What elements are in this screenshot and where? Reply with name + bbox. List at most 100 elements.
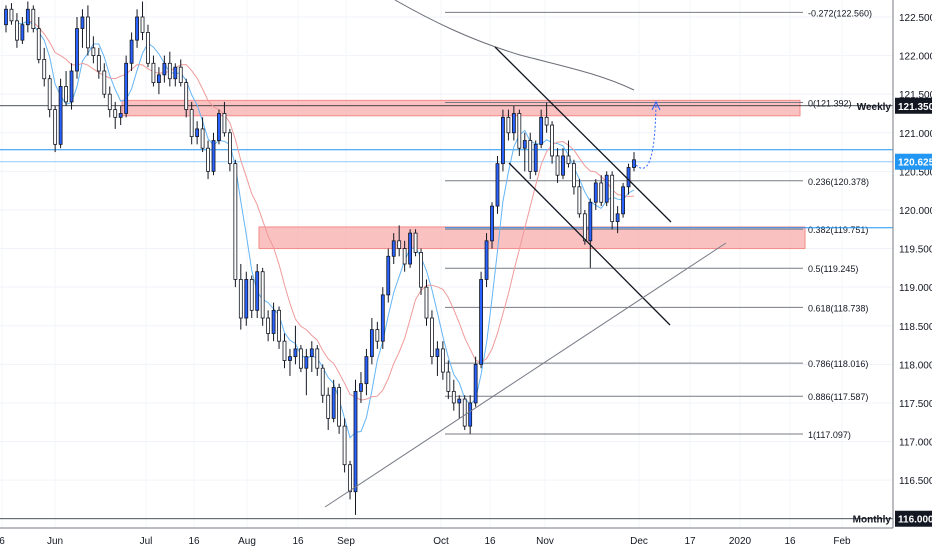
candle (572, 159, 576, 195)
candle-body (315, 348, 320, 369)
candle (135, 9, 139, 48)
candle-body (375, 329, 380, 342)
candle-body (288, 356, 292, 361)
candle-body (522, 140, 527, 149)
y-tick-label: 122.000 (899, 52, 932, 63)
candle-body (277, 309, 281, 342)
candle-body (386, 255, 391, 296)
candle-body (189, 109, 194, 138)
slow-moving-average (27, 20, 635, 401)
x-tick-label: 17 (684, 536, 696, 547)
candle (348, 460, 352, 500)
candle (118, 105, 123, 126)
candle (419, 248, 423, 295)
candle-body (135, 16, 139, 41)
candle (42, 47, 47, 87)
weekly-resistance-zone (121, 99, 801, 117)
grid-layer (0, 0, 893, 528)
candle-body (566, 155, 571, 165)
candle-body (533, 143, 538, 172)
candle-body (501, 116, 505, 165)
candle-body (462, 398, 467, 427)
y-tick-label: 119.500 (899, 245, 932, 256)
candle-body (626, 167, 631, 188)
horizontal-lines-layer (0, 105, 893, 520)
candle-body (337, 387, 342, 427)
candle (577, 179, 582, 218)
candle-body (20, 24, 25, 41)
candle-body (490, 205, 494, 242)
candle (31, 5, 36, 33)
candle-body (86, 16, 90, 49)
candle-body (435, 348, 440, 358)
candle (435, 341, 440, 376)
candle (550, 121, 554, 164)
candle (430, 310, 434, 365)
candle (173, 63, 178, 87)
candle-body (440, 348, 445, 373)
candle-body (528, 140, 533, 172)
candle-body (91, 47, 96, 56)
candle-body (217, 113, 221, 141)
candle-body (146, 32, 150, 64)
candle (369, 318, 374, 365)
candle-body (391, 240, 396, 257)
candle-body (15, 20, 19, 41)
candle (266, 310, 271, 342)
candle-body (25, 8, 30, 26)
candle (632, 152, 636, 172)
candle-body (451, 390, 456, 404)
fib-level-label: 0.5(119.245) (808, 264, 858, 274)
candle-body (408, 232, 413, 265)
candle-body (75, 28, 79, 72)
candle (249, 275, 254, 319)
candle-body (129, 39, 134, 64)
x-tick-label: Aug (238, 536, 256, 547)
y-tick-label: 117.500 (899, 399, 932, 410)
candle (217, 109, 221, 145)
candle (479, 271, 483, 369)
candle-body (107, 93, 112, 111)
x-tick-label: Jun (47, 536, 63, 547)
candle (315, 345, 320, 376)
candle (528, 132, 533, 180)
candle-body (604, 174, 609, 203)
candle (86, 5, 90, 56)
candle-body (260, 271, 265, 319)
channel-upper-line (494, 46, 672, 223)
candle (522, 132, 527, 172)
candle-body (353, 390, 358, 493)
candle-body (69, 70, 74, 103)
candle (25, 1, 30, 33)
candle (413, 229, 418, 257)
candle-body (244, 279, 249, 319)
candle (80, 9, 85, 48)
candle (96, 47, 101, 79)
price-badge (895, 153, 932, 170)
y-tick-label: 117.000 (899, 438, 932, 449)
candle-body (342, 425, 347, 466)
level-tag-label: Monthly (853, 515, 892, 526)
candle (380, 287, 385, 349)
candle-body (282, 340, 287, 361)
y-tick-label: 121.000 (899, 129, 932, 140)
y-tick-label: 118.000 (899, 360, 932, 371)
candle-body (413, 232, 418, 253)
y-tick-label: 116.500 (899, 476, 932, 487)
candle (561, 148, 565, 180)
candle-body (167, 62, 172, 80)
candle-body (588, 201, 593, 242)
candle (359, 372, 363, 403)
price-badge-label: 116.000 (898, 515, 932, 526)
fib-level-label: -0.272(122.560) (808, 8, 872, 18)
fib-level-label: 0.886(117.587) (808, 392, 868, 402)
candle-body (326, 394, 331, 419)
candle (326, 387, 331, 430)
x-tick-label: Dec (630, 536, 648, 547)
candle-body (359, 383, 363, 392)
candle (200, 117, 205, 153)
candle (402, 240, 407, 272)
candle-body (517, 113, 522, 149)
